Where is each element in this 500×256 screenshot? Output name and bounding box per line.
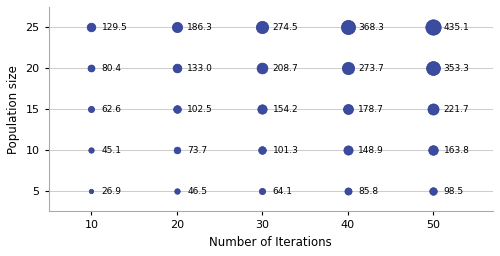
Y-axis label: Population size: Population size xyxy=(7,65,20,154)
Text: 208.7: 208.7 xyxy=(272,64,298,73)
Text: 62.6: 62.6 xyxy=(102,105,121,114)
Point xyxy=(344,25,352,29)
Point xyxy=(429,189,437,193)
Point xyxy=(88,66,96,70)
Point xyxy=(88,189,96,193)
Point xyxy=(173,189,181,193)
Text: 98.5: 98.5 xyxy=(444,187,464,196)
Point xyxy=(173,66,181,70)
Point xyxy=(88,25,96,29)
Text: 178.7: 178.7 xyxy=(358,105,384,114)
Point xyxy=(258,66,266,70)
Text: 45.1: 45.1 xyxy=(102,146,121,155)
Point xyxy=(344,107,352,111)
Text: 274.5: 274.5 xyxy=(272,23,298,32)
Point xyxy=(344,189,352,193)
Text: 80.4: 80.4 xyxy=(102,64,121,73)
Point xyxy=(429,25,437,29)
Text: 368.3: 368.3 xyxy=(358,23,384,32)
Text: 85.8: 85.8 xyxy=(358,187,378,196)
Text: 353.3: 353.3 xyxy=(444,64,469,73)
Point xyxy=(173,25,181,29)
Text: 273.7: 273.7 xyxy=(358,64,384,73)
Point xyxy=(258,189,266,193)
Point xyxy=(173,148,181,152)
Text: 435.1: 435.1 xyxy=(444,23,469,32)
Text: 148.9: 148.9 xyxy=(358,146,384,155)
Text: 26.9: 26.9 xyxy=(102,187,121,196)
Text: 221.7: 221.7 xyxy=(444,105,469,114)
Point xyxy=(258,25,266,29)
Point xyxy=(429,148,437,152)
Text: 101.3: 101.3 xyxy=(272,146,298,155)
Text: 129.5: 129.5 xyxy=(102,23,128,32)
Text: 186.3: 186.3 xyxy=(187,23,213,32)
Point xyxy=(88,107,96,111)
Text: 73.7: 73.7 xyxy=(187,146,207,155)
Text: 102.5: 102.5 xyxy=(187,105,213,114)
X-axis label: Number of Iterations: Number of Iterations xyxy=(210,236,332,249)
Text: 154.2: 154.2 xyxy=(272,105,298,114)
Text: 133.0: 133.0 xyxy=(187,64,213,73)
Point xyxy=(429,66,437,70)
Text: 46.5: 46.5 xyxy=(187,187,207,196)
Text: 163.8: 163.8 xyxy=(444,146,469,155)
Point xyxy=(344,66,352,70)
Point xyxy=(173,107,181,111)
Text: 64.1: 64.1 xyxy=(272,187,292,196)
Point xyxy=(258,148,266,152)
Point xyxy=(344,148,352,152)
Point xyxy=(88,148,96,152)
Point xyxy=(429,107,437,111)
Point xyxy=(258,107,266,111)
